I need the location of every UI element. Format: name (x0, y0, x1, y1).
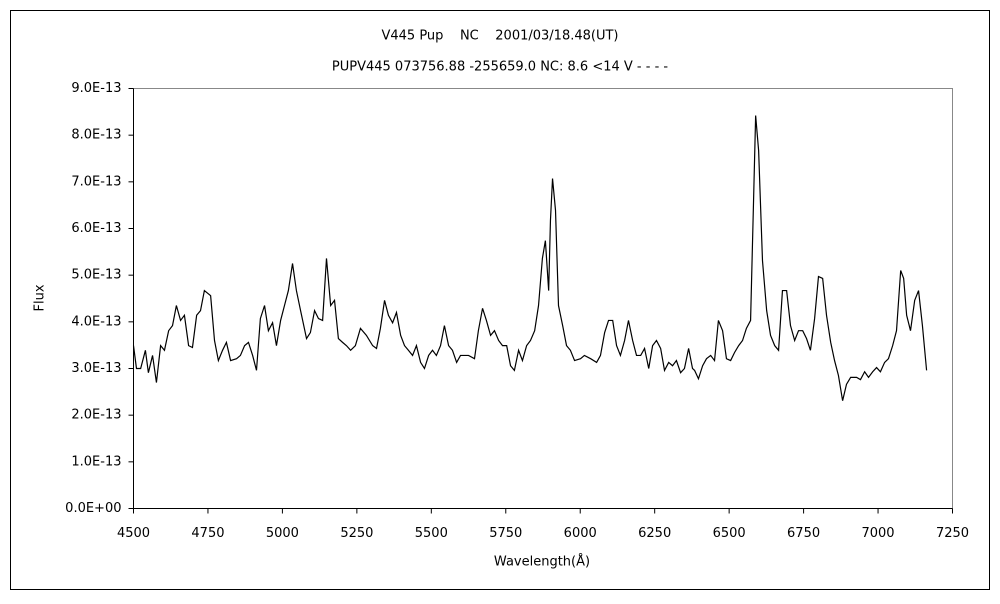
y-tick-label: 5.0E-13 (71, 268, 121, 283)
x-axis-label: Wavelength(Å) (494, 554, 590, 570)
x-tick-label: 5500 (415, 526, 448, 541)
x-tick-label: 7250 (936, 526, 969, 541)
y-tick-label: 1.0E-13 (71, 454, 121, 469)
x-tick-label: 5000 (266, 526, 299, 541)
plot-area (133, 88, 953, 509)
y-tick-label: 7.0E-13 (71, 174, 121, 189)
chart-title: V445 Pup NC 2001/03/18.48(UT) (381, 29, 618, 44)
y-tick-label: 2.0E-13 (71, 408, 121, 423)
x-tick-label: 6750 (787, 526, 820, 541)
y-tick-label: 4.0E-13 (71, 314, 121, 329)
x-tick-label: 6500 (713, 526, 746, 541)
x-tick-label: 7000 (861, 526, 894, 541)
x-tick-label: 4750 (191, 526, 224, 541)
y-tick-label: 9.0E-13 (71, 81, 121, 96)
x-tick-label: 4500 (117, 526, 150, 541)
y-tick-label: 6.0E-13 (71, 221, 121, 236)
spectrum-line (132, 115, 928, 401)
x-tick-label: 5750 (489, 526, 522, 541)
chart-subtitle: PUPV445 073756.88 -255659.0 NC: 8.6 <14 … (332, 60, 669, 75)
y-tick-label: 0.0E+00 (65, 501, 121, 516)
y-axis-label: Flux (33, 284, 48, 311)
x-tick-label: 6000 (564, 526, 597, 541)
x-tick-label: 5250 (340, 526, 373, 541)
y-tick-label: 3.0E-13 (71, 361, 121, 376)
y-tick-label: 8.0E-13 (71, 128, 121, 143)
x-tick-label: 6250 (638, 526, 671, 541)
